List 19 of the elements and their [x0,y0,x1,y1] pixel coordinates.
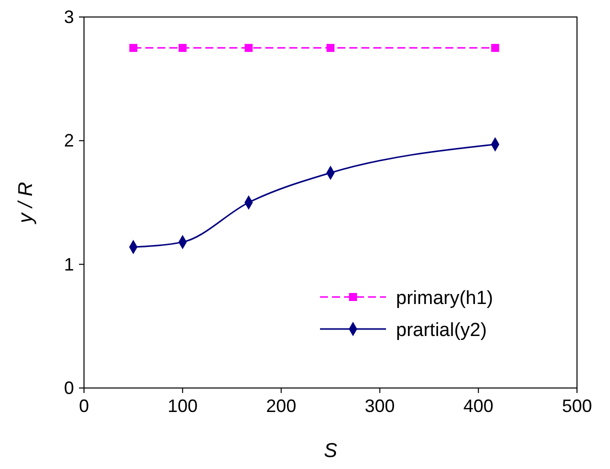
point [129,44,138,52]
point [178,44,187,52]
y-axis-title: y / R [15,182,37,226]
x-tick-label: 500 [562,396,592,416]
x-axis-title: S [324,440,338,462]
point [244,44,253,52]
y-tick-label: 2 [64,130,74,151]
point [491,44,500,52]
point [326,44,334,52]
y-tick-label: 3 [64,7,74,27]
y-tick-label: 1 [64,254,74,274]
x-tick-label: 0 [78,396,90,416]
x-tick-label: 400 [463,396,494,416]
y-tick-label: 0 [64,378,74,398]
x-tick-label: 100 [168,396,198,416]
legend-label: primary(h1) [396,288,494,309]
x-tick-label: 300 [364,396,395,416]
legend-label: prartial(y2) [396,320,487,341]
x-tick-label: 200 [266,396,296,416]
